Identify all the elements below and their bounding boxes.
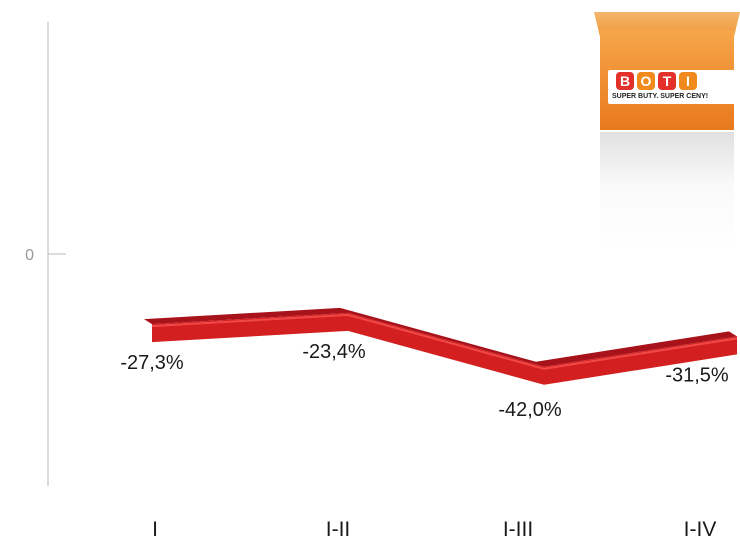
category-label-0: I [152, 518, 158, 541]
ribbon-top-face [144, 307, 737, 367]
data-label-1: -23,4% [302, 341, 366, 363]
category-label-3: I-IV [684, 518, 717, 541]
logo-reflection [600, 132, 734, 252]
data-label-0: -27,3% [120, 352, 184, 374]
ribbon-front-face [152, 312, 737, 385]
category-label-1: I-II [326, 518, 351, 541]
data-labels: -27,3% -23,4% -42,0% -31,5% [120, 341, 729, 421]
data-label-2: -42,0% [498, 399, 562, 421]
data-label-3: -31,5% [665, 364, 729, 386]
ribbon-highlight [151, 313, 738, 370]
boti-logo: B O T I SUPER BUTY. SUPER CENY! [594, 12, 740, 252]
logo-letter-b: B [616, 72, 634, 90]
category-label-2: I-III [503, 518, 533, 541]
y-tick-label-zero: 0 [25, 247, 34, 264]
category-labels: I I-II I-III I-IV [152, 518, 716, 541]
logo-letters: B O T I [616, 72, 697, 90]
logo-letter-i: I [679, 72, 697, 90]
logo-letter-t: T [658, 72, 676, 90]
series-ribbon [144, 307, 738, 385]
logo-slogan: SUPER BUTY. SUPER CENY! [612, 93, 709, 100]
logo-letter-o: O [637, 72, 655, 90]
